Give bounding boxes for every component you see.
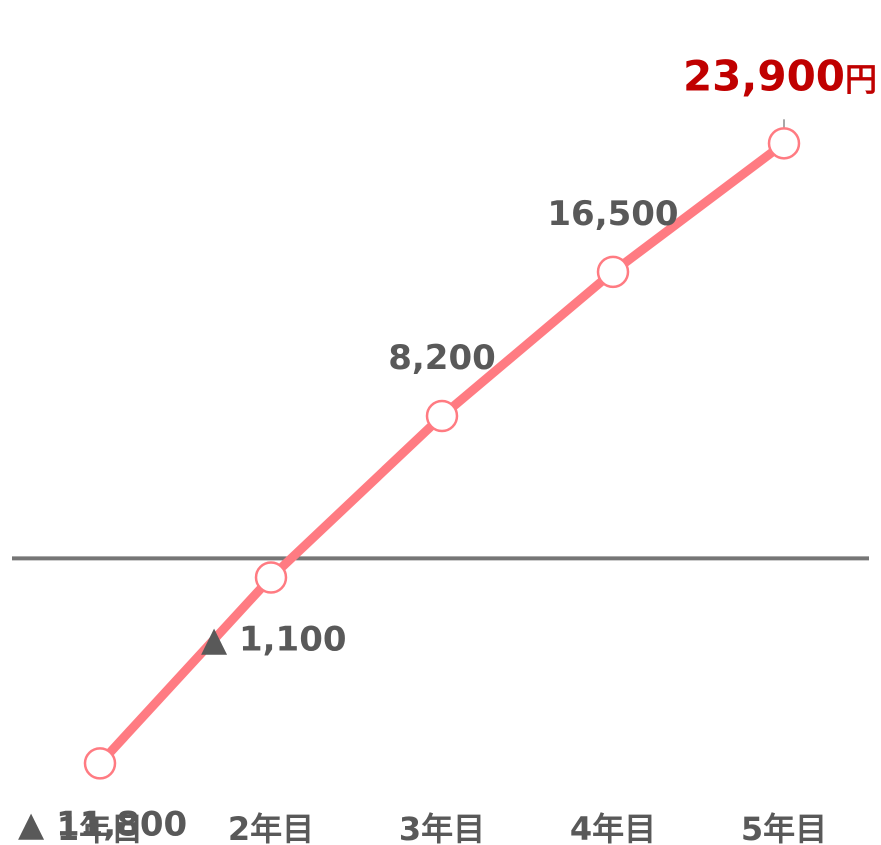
- data-label-5: 23,900円: [683, 51, 877, 100]
- data-points: [83, 127, 801, 780]
- data-label-2: ▲ 1,100: [201, 620, 347, 660]
- data-point-3: [425, 399, 459, 433]
- data-point-4: [596, 255, 630, 289]
- x-tick-label-1: 1年目: [57, 810, 143, 845]
- data-label-1: ▲ 11,800: [18, 804, 187, 844]
- series-line: [95, 138, 789, 768]
- x-axis-tick-labels: 1年目 2年目 3年目 4年目 5年目: [57, 810, 827, 845]
- x-tick-label-3: 3年目: [399, 810, 485, 845]
- x-tick-label-4: 4年目: [570, 810, 656, 845]
- data-labels: ▲ 11,800 ▲ 1,100 8,200 16,500 23,900円: [18, 51, 877, 844]
- data-label-4: 16,500: [547, 194, 678, 234]
- data-point-1: [83, 747, 117, 780]
- x-tick-label-2: 2年目: [228, 810, 314, 845]
- data-point-2: [254, 561, 288, 594]
- data-label-5-value: 23,900: [683, 51, 845, 100]
- data-point-5: [767, 127, 801, 160]
- data-label-3: 8,200: [388, 338, 496, 378]
- currency-unit: 円: [845, 60, 877, 98]
- x-tick-label-5: 5年目: [741, 810, 827, 845]
